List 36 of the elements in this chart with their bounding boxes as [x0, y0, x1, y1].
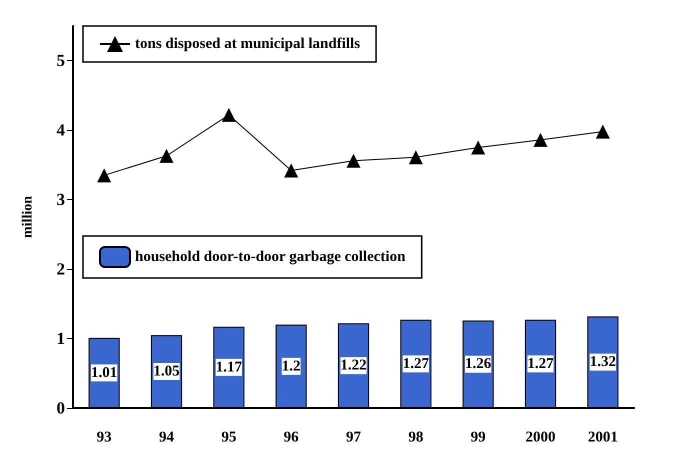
x-tick-label: 2000 [526, 430, 556, 446]
y-tick-label: 5 [56, 51, 65, 70]
point [346, 154, 360, 168]
y-tick-label: 4 [56, 120, 66, 140]
data-label: 1.22 [340, 358, 367, 374]
y-tick-label: 0 [56, 398, 65, 418]
x-tick-label: 97 [346, 430, 362, 446]
point [160, 148, 174, 163]
x-tick-label: 93 [96, 430, 112, 446]
point [534, 132, 548, 147]
x-tick-label: 96 [284, 430, 300, 446]
data-label: 1.2 [282, 358, 301, 374]
legend-label: household door-to-door garbage collection [135, 249, 406, 265]
x-tick-label: 98 [408, 430, 424, 446]
y-tick-label: 2 [56, 260, 65, 279]
x-tick-label: 2001 [588, 430, 618, 446]
data-label: 1.05 [153, 364, 180, 380]
y-tick-label: 1 [56, 329, 65, 348]
data-label: 1.01 [91, 364, 118, 381]
x-tick-label: 99 [470, 430, 486, 446]
data-label: 1.32 [590, 354, 616, 370]
data-label: 1.27 [402, 356, 430, 372]
point [596, 124, 610, 139]
data-label: 1.17 [216, 359, 242, 376]
legend-label: tons disposed at municipal landfills [135, 36, 360, 52]
x-tick-label: 95 [221, 430, 236, 446]
x-tick-label: 94 [159, 430, 174, 446]
point [222, 108, 236, 122]
point [97, 168, 112, 182]
point [408, 150, 423, 164]
point [471, 140, 486, 155]
point [284, 163, 298, 178]
y-tick-label: 3 [56, 190, 65, 210]
y-axis-title: million [20, 196, 36, 238]
data-label: 1.27 [527, 356, 554, 372]
data-label: 1.26 [465, 356, 492, 372]
